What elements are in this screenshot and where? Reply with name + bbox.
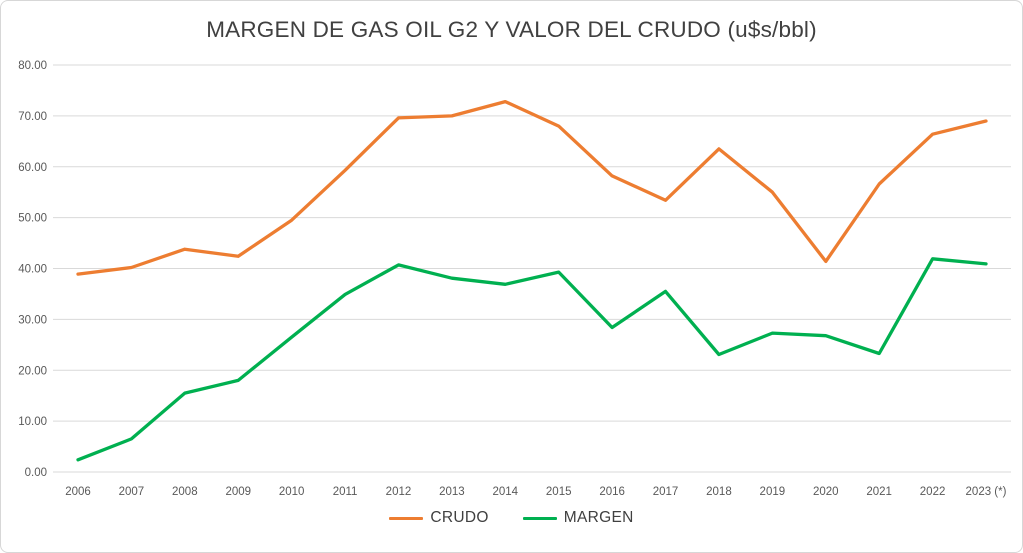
x-axis-tick-label: 2008 [172, 486, 198, 498]
margen-line-swatch [522, 516, 557, 520]
series-line-crudo [76, 99, 988, 276]
crudo-line-swatch [389, 516, 424, 520]
x-axis-tick-label: 2011 [333, 486, 358, 498]
y-axis-tick-label: 50.00 [18, 213, 47, 225]
chart-title: MARGEN DE GAS OIL G2 Y VALOR DEL CRUDO (… [206, 17, 817, 42]
x-axis-tick-label: 2007 [119, 486, 145, 498]
legend-item-margen[interactable]: MARGEN [522, 509, 634, 527]
x-axis-tick-label: 2021 [866, 486, 892, 498]
x-axis-tick-label: 2010 [279, 486, 305, 498]
x-axis-tick-label: 2022 [920, 486, 946, 498]
x-axis-tick-label: 2020 [813, 486, 839, 498]
y-axis-tick-label: 40.00 [18, 264, 47, 276]
x-axis-tick-label: 2013 [439, 486, 465, 498]
x-axis-tick-label: 2016 [599, 486, 625, 498]
y-axis-tick-label: 60.00 [18, 162, 47, 174]
x-axis-tick-label: 2009 [225, 486, 251, 498]
y-axis-tick-label: 20.00 [18, 365, 47, 377]
y-axis-tick-label: 10.00 [18, 416, 47, 428]
series-line-margen [76, 257, 988, 462]
x-axis-tick-label: 2018 [706, 486, 732, 498]
x-axis-tick-label: 2023 (*) [966, 486, 1007, 498]
x-axis-tick-label: 2006 [65, 486, 91, 498]
y-axis-tick-label: 80.00 [18, 60, 47, 72]
legend-item-crudo[interactable]: CRUDO [389, 509, 488, 527]
x-axis-tick-label: 2015 [546, 486, 572, 498]
x-axis-tick-label: 2017 [653, 486, 679, 498]
y-axis-tick-label: 30.00 [18, 314, 47, 326]
x-axis-tick-label: 2014 [492, 486, 518, 498]
chart-legend: CRUDO MARGEN [1, 509, 1022, 527]
x-axis-tick-label: 2019 [760, 486, 786, 498]
legend-label-margen: MARGEN [563, 509, 634, 526]
legend-label-crudo: CRUDO [430, 509, 489, 526]
x-axis-tick-label: 2012 [386, 486, 412, 498]
y-axis-tick-label: 70.00 [18, 111, 47, 123]
y-axis-tick-label: 0.00 [25, 467, 47, 479]
